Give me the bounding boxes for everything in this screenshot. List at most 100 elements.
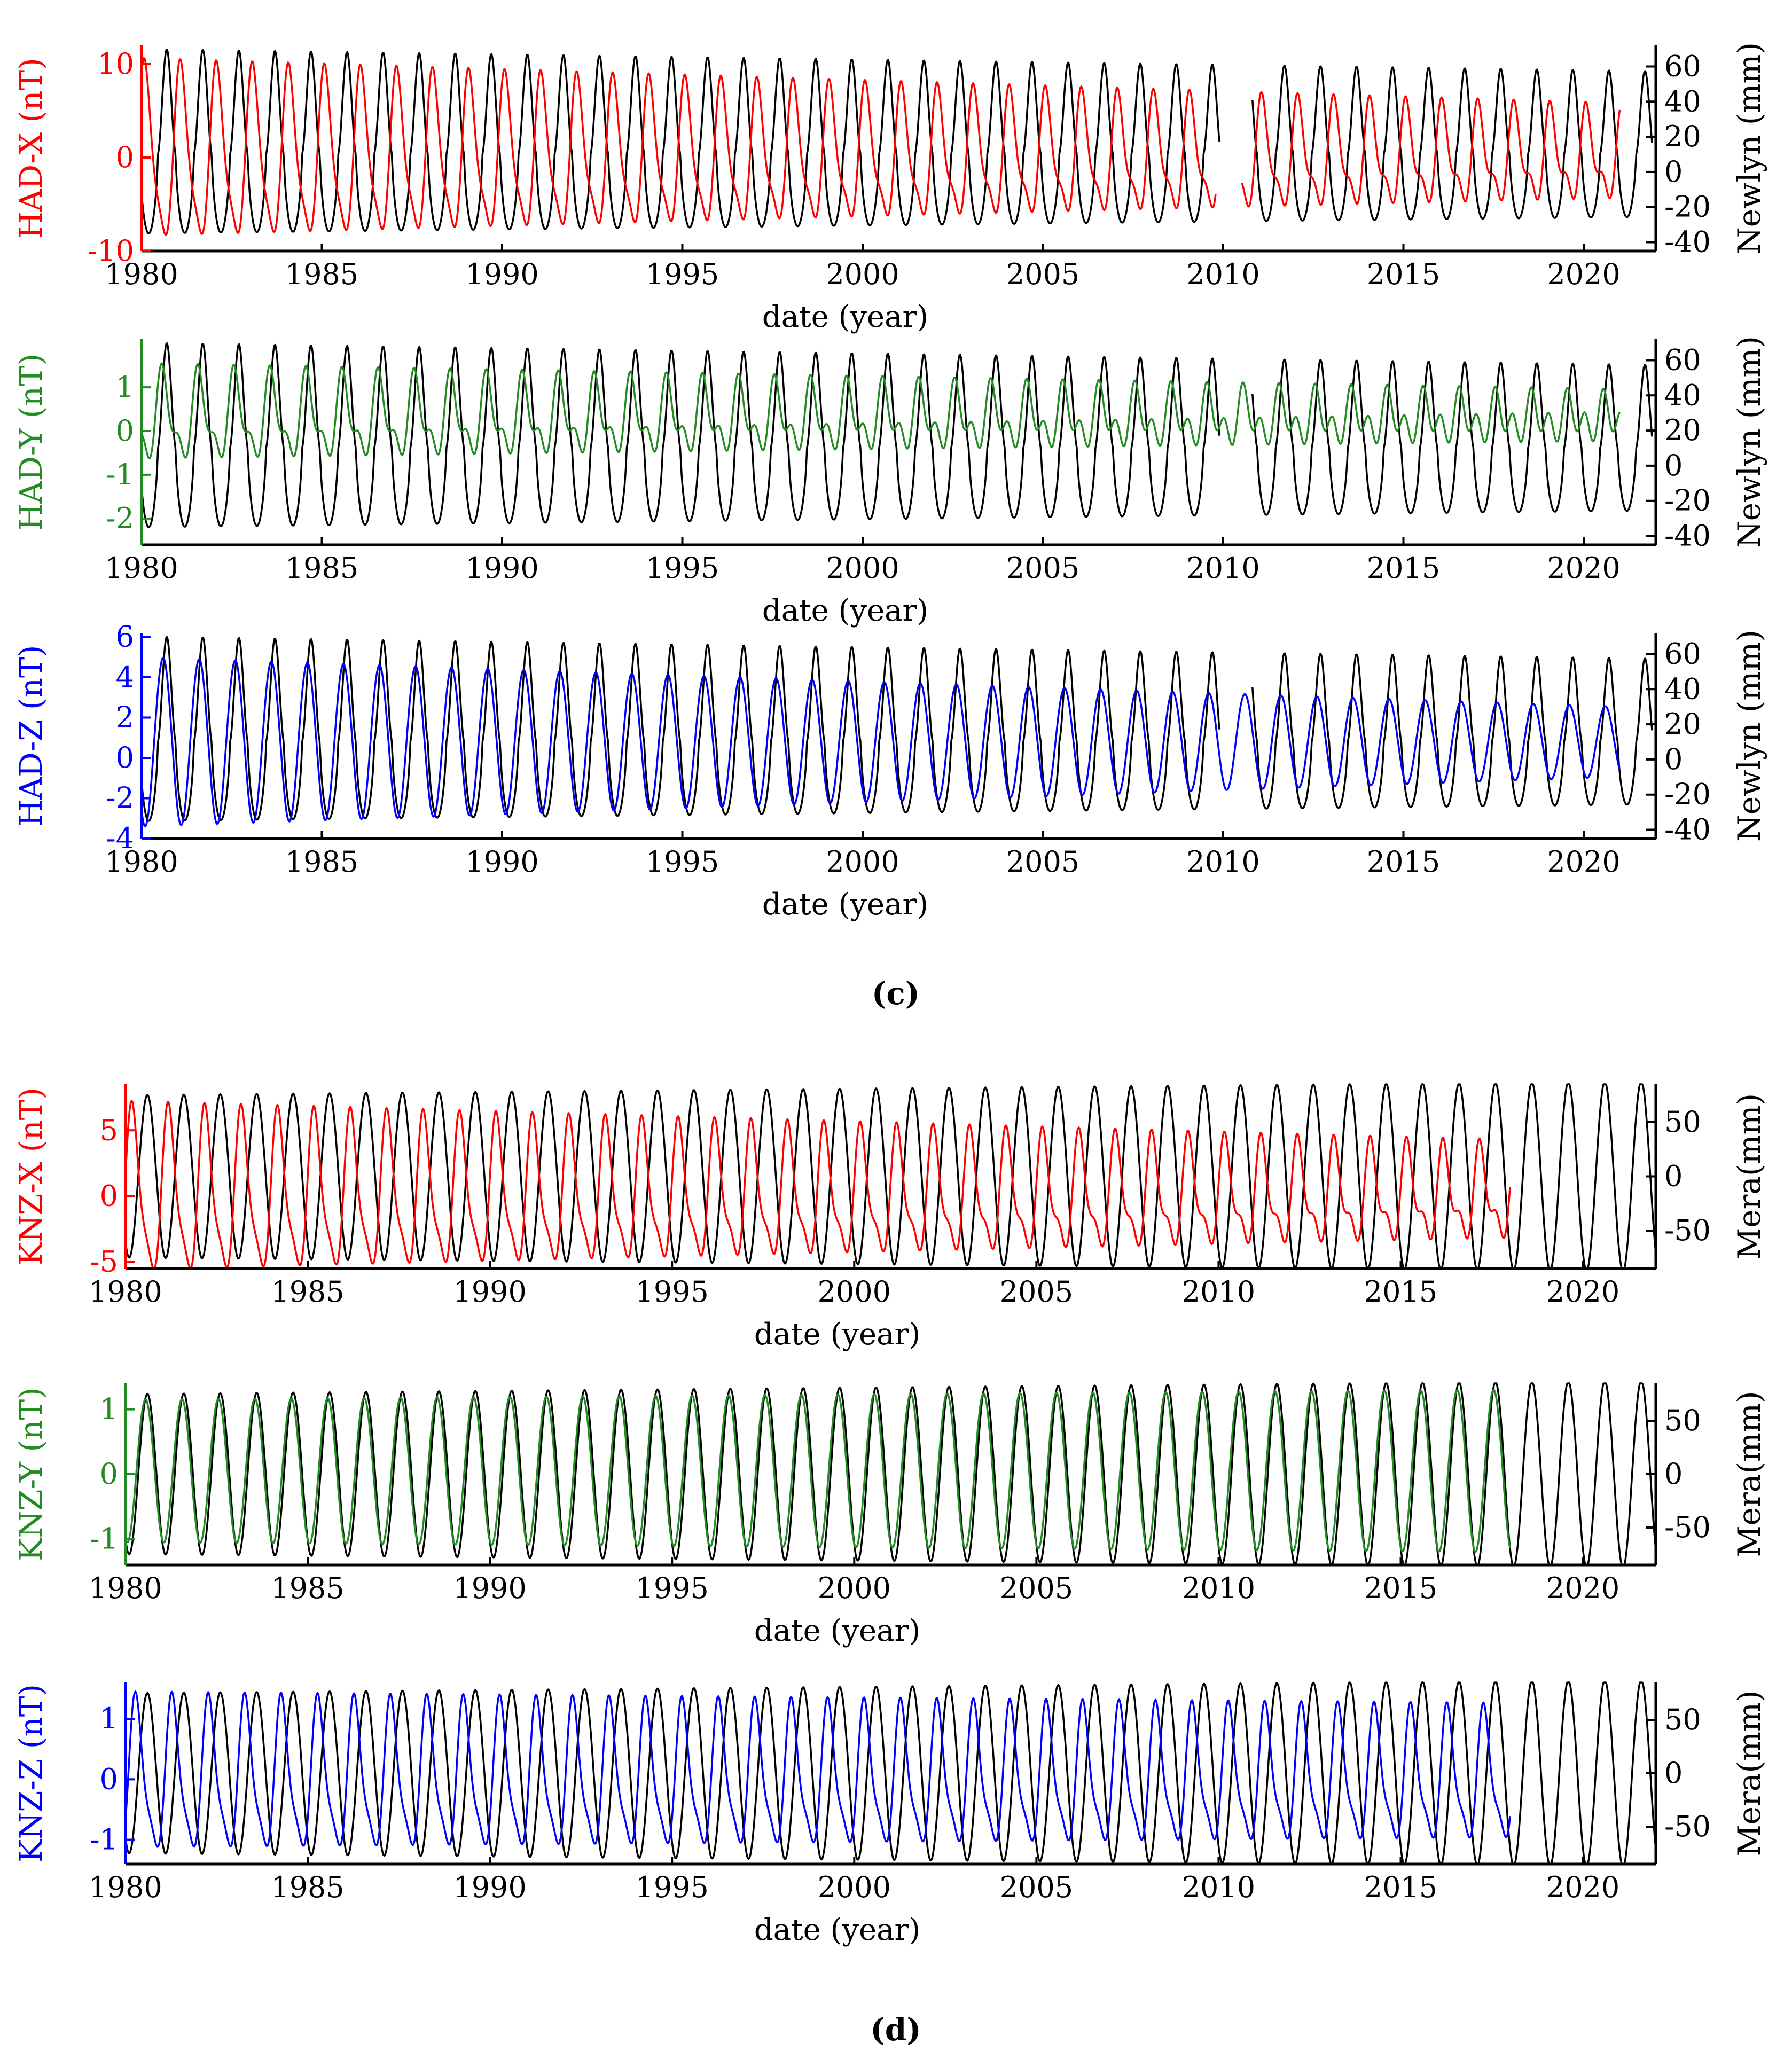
x-axis-label: date (year) [762, 300, 928, 334]
y-left-tick-label: 10 [97, 47, 134, 81]
y-left-tick-label: -2 [106, 781, 134, 815]
series-line-knz-z [124, 1690, 1511, 1848]
y-left-tick-label: -1 [106, 458, 134, 491]
x-tick-label: 2010 [1182, 1870, 1255, 1904]
y-right-tick-label: 0 [1664, 1756, 1683, 1790]
series-line-newlyn [140, 342, 1653, 528]
x-tick-label: 1980 [105, 551, 178, 585]
y-right-tick-label: 40 [1664, 672, 1701, 706]
y-right-tick-label: -20 [1664, 778, 1711, 811]
x-tick-label: 2005 [1006, 257, 1079, 291]
x-tick-label: 2000 [818, 1870, 891, 1904]
x-tick-label: 1990 [453, 1870, 526, 1904]
x-tick-label: 1985 [285, 257, 358, 291]
x-axis-label: date (year) [754, 1614, 920, 1648]
y-left-tick-label: 4 [116, 660, 134, 694]
series-line-mera [124, 1681, 1657, 1865]
panel-label-c: (c) [872, 975, 920, 1012]
x-tick-label: 2015 [1364, 1870, 1437, 1904]
x-tick-label: 1990 [453, 1571, 526, 1605]
x-tick-label: 1995 [635, 1571, 708, 1605]
series-line-mera [124, 1083, 1657, 1270]
x-tick-label: 2010 [1182, 1275, 1255, 1309]
y-right-tick-label: -20 [1664, 190, 1711, 224]
x-tick-label: 1980 [105, 845, 178, 879]
y-left-tick-label: -10 [88, 234, 134, 268]
x-tick-label: 1995 [635, 1870, 708, 1904]
y-right-tick-label: -50 [1664, 1214, 1711, 1247]
x-axis-label: date (year) [762, 887, 928, 922]
x-tick-label: 2000 [818, 1275, 891, 1309]
x-tick-label: 1980 [89, 1275, 162, 1309]
y-right-tick-label: 0 [1664, 449, 1683, 482]
y-right-tick-label: 20 [1664, 413, 1701, 447]
y-axis-right-label: Mera(mm) [1731, 1690, 1767, 1856]
x-tick-label: 2020 [1546, 1275, 1619, 1309]
x-tick-label: 2000 [826, 845, 899, 879]
series-line-knz-x [124, 1100, 1511, 1270]
y-axis-right-label: Newlyn (mm) [1731, 336, 1767, 548]
x-tick-label: 2015 [1367, 257, 1440, 291]
y-left-tick-label: 1 [116, 370, 134, 404]
y-right-tick-label: 50 [1664, 1703, 1701, 1736]
y-axis-left-label: KNZ-X (nT) [13, 1087, 49, 1265]
x-tick-label: 1985 [271, 1870, 344, 1904]
x-tick-label: 2005 [1006, 551, 1079, 585]
x-tick-label: 1985 [285, 551, 358, 585]
y-right-tick-label: 40 [1664, 84, 1701, 118]
y-right-tick-label: 0 [1664, 1160, 1683, 1193]
y-right-tick-label: 60 [1664, 637, 1701, 670]
x-tick-label: 2020 [1546, 1870, 1619, 1904]
x-tick-label: 1980 [105, 257, 178, 291]
x-tick-label: 2020 [1547, 845, 1620, 879]
x-tick-label: 1985 [271, 1275, 344, 1309]
y-axis-left-label: KNZ-Y (nT) [13, 1387, 49, 1561]
y-left-tick-label: 0 [116, 741, 134, 774]
x-tick-label: 1995 [646, 845, 719, 879]
x-tick-label: 1990 [465, 551, 538, 585]
x-tick-label: 1985 [285, 845, 358, 879]
y-axis-right-label: Mera(mm) [1731, 1093, 1767, 1259]
x-tick-label: 2020 [1546, 1571, 1619, 1605]
x-tick-label: 2010 [1186, 551, 1259, 585]
x-axis-label: date (year) [754, 1317, 920, 1352]
x-tick-label: 2020 [1547, 257, 1620, 291]
x-tick-label: 2010 [1182, 1571, 1255, 1605]
x-tick-label: 2000 [818, 1571, 891, 1605]
x-tick-label: 1980 [89, 1870, 162, 1904]
panel-label-d: (d) [870, 2011, 921, 2048]
x-axis-label: date (year) [754, 1913, 920, 1947]
x-tick-label: 2010 [1186, 257, 1259, 291]
series-line-newlyn [140, 636, 1653, 822]
x-tick-label: 2000 [826, 551, 899, 585]
x-tick-label: 2005 [1000, 1870, 1073, 1904]
y-right-tick-label: -40 [1664, 225, 1711, 259]
y-right-tick-label: 0 [1664, 1457, 1683, 1491]
y-right-tick-label: 20 [1664, 707, 1701, 741]
y-left-tick-label: -1 [90, 1522, 118, 1555]
y-axis-left-label: KNZ-Z (nT) [13, 1684, 49, 1862]
y-axis-left-label: HAD-X (nT) [13, 58, 49, 239]
y-left-tick-label: 0 [116, 414, 134, 448]
x-tick-label: 2015 [1364, 1571, 1437, 1605]
x-tick-label: 2015 [1367, 845, 1440, 879]
series-line-had-x [140, 57, 1621, 236]
y-right-tick-label: -40 [1664, 813, 1711, 847]
y-left-tick-label: 0 [100, 1762, 118, 1796]
y-axis-left-label: HAD-Y (nT) [13, 354, 49, 530]
x-tick-label: 1995 [646, 257, 719, 291]
x-tick-label: 2005 [1006, 845, 1079, 879]
y-right-tick-label: -40 [1664, 519, 1711, 553]
y-left-tick-label: 0 [116, 140, 134, 174]
x-tick-label: 1990 [465, 257, 538, 291]
y-left-tick-label: -2 [106, 502, 134, 535]
x-tick-label: 1995 [646, 551, 719, 585]
x-tick-label: 2005 [1000, 1275, 1073, 1309]
x-tick-label: 2010 [1186, 845, 1259, 879]
x-tick-label: 2015 [1367, 551, 1440, 585]
y-right-tick-label: -20 [1664, 484, 1711, 518]
x-axis-label: date (year) [762, 593, 928, 628]
y-right-tick-label: 40 [1664, 378, 1701, 412]
